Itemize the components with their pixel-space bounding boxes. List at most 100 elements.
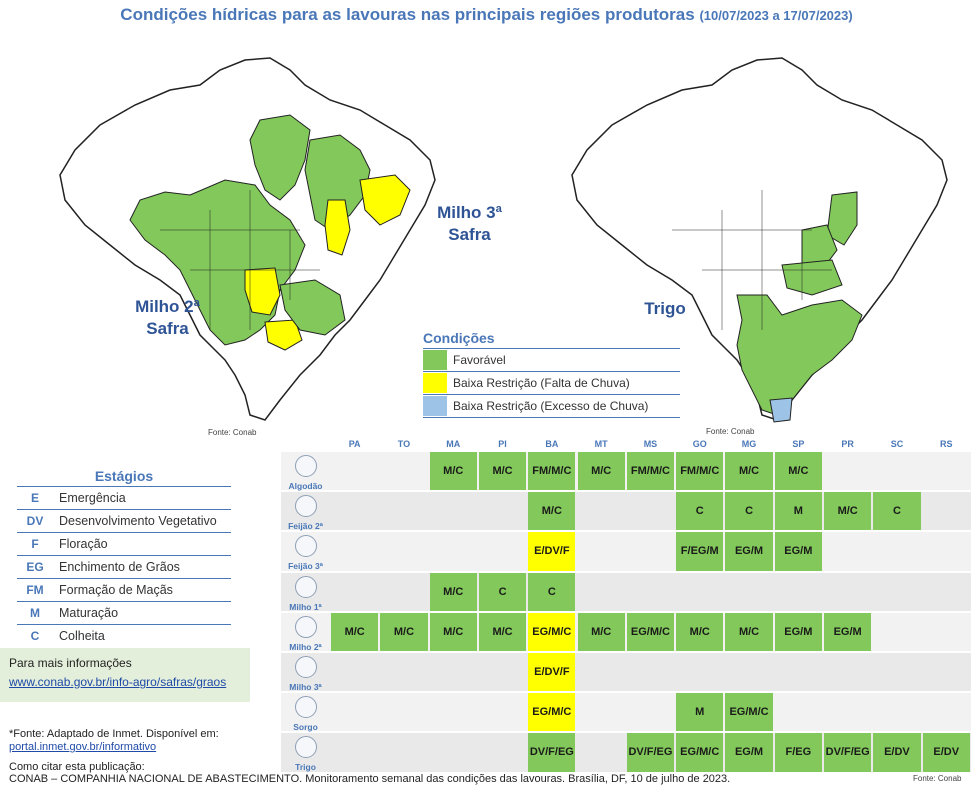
table-row <box>281 693 971 732</box>
condition-label: Favorável <box>453 353 506 367</box>
crop-label: Sorgo <box>281 693 330 733</box>
table-cell: E/DV <box>922 733 970 772</box>
table-cell: M <box>774 492 822 531</box>
table-cell: M <box>676 693 724 732</box>
state-header-sp: SP <box>792 439 805 449</box>
table-cell: M/C <box>577 452 625 491</box>
map-source-right: Fonte: Conab <box>706 427 755 436</box>
table-cell: E/DV/F <box>528 532 576 571</box>
crop-icon <box>294 535 317 558</box>
crop-label: Milho 3ª <box>281 653 330 692</box>
stage-code: M <box>30 606 40 620</box>
table-cell: M/C <box>331 612 379 651</box>
state-header-ma: MA <box>446 439 461 449</box>
info-link[interactable]: www.conab.gov.br/info-agro/safras/graos <box>9 675 227 689</box>
condition-excesso-chuva: Baixa Restrição (Excesso de Chuva) <box>423 394 680 418</box>
map-label-milho-3-line2: Safra <box>448 225 491 244</box>
crop-icon <box>294 736 317 759</box>
table-cell: FM/M/C <box>528 452 576 491</box>
stage-row: E Emergência <box>17 486 231 509</box>
table-cell: M/C <box>429 452 477 491</box>
table-cell: DV/F/EG <box>824 733 872 772</box>
state-header-pa: PA <box>348 439 361 449</box>
stage-label: Enchimento de Grãos <box>59 560 180 574</box>
stage-row: C Colheita <box>17 624 231 647</box>
map-label-milho-2-line1: Milho 2ª <box>135 297 200 316</box>
crop-label: Milho 1ª <box>281 573 330 611</box>
state-header-mg: MG <box>741 439 757 449</box>
condition-swatch-green <box>423 350 447 370</box>
info-box: Para mais informações www.conab.gov.br/i… <box>0 648 250 702</box>
crop-name: Trigo <box>295 762 316 773</box>
map-label-milho-2-line2: Safra <box>146 319 189 338</box>
citation-text: CONAB – COMPANHIA NACIONAL DE ABASTECIME… <box>9 773 731 785</box>
crop-icon <box>294 696 317 719</box>
state-header-go: GO <box>692 439 707 449</box>
table-cell: EG/M <box>824 612 872 651</box>
source-text: *Fonte: Adaptado de Inmet. Disponível em… <box>9 728 219 740</box>
table-cell: DV/F/EG <box>626 733 675 772</box>
table-cell: C <box>478 572 527 611</box>
map-label-milho-3-line1: Milho 3ª <box>437 203 502 222</box>
info-title: Para mais informações <box>9 656 132 670</box>
stage-label: Floração <box>59 537 108 551</box>
table-cell: EG/M <box>774 532 822 571</box>
citation-title: Como citar esta publicação: <box>9 761 145 773</box>
source-link[interactable]: portal.inmet.gov.br/informativo <box>9 741 157 753</box>
condition-swatch-yellow <box>423 373 447 393</box>
state-header-to: TO <box>397 439 411 449</box>
table-row <box>281 532 971 571</box>
table-cell: E/DV <box>873 733 921 772</box>
stage-code: E <box>30 491 39 505</box>
table-cell: DV/F/EG <box>528 733 576 772</box>
state-header-rs: RS <box>939 439 953 449</box>
table-cell: M/C <box>725 452 773 491</box>
map-label-milho-2: Milho 2ª Safra <box>120 296 215 340</box>
conditions-legend: Condições Favorável Baixa Restrição (Fal… <box>423 330 680 418</box>
table-cell: M/C <box>429 612 477 651</box>
stages-title: Estágios <box>94 468 154 484</box>
condition-falta-chuva: Baixa Restrição (Falta de Chuva) <box>423 371 680 394</box>
table-row <box>281 452 971 491</box>
stage-code: EG <box>26 560 44 574</box>
crop-name: Feijão 3ª <box>288 561 323 572</box>
table-cell: M/C <box>429 572 477 611</box>
table-cell: M/C <box>380 612 428 651</box>
crop-icon <box>294 656 317 678</box>
stage-label: Emergência <box>59 491 126 505</box>
table-cell: E/DV/F <box>528 653 576 692</box>
crop-label: Feijão 2ª <box>281 492 330 531</box>
table-cell: C <box>873 492 921 531</box>
crop-icon <box>294 575 317 598</box>
crop-label: Feijão 3ª <box>281 532 330 572</box>
crop-label: Trigo <box>281 733 330 773</box>
crop-name: Sorgo <box>293 722 318 733</box>
table-cell: EG/M/C <box>676 733 724 772</box>
table-cell: EG/M <box>725 532 773 571</box>
table-cell: M/C <box>676 612 724 651</box>
state-header-pi: PI <box>498 439 507 449</box>
table-cell: FM/M/C <box>676 452 724 491</box>
stage-row: M Maturação <box>17 601 231 624</box>
crop-icon <box>294 455 317 477</box>
title-dates: (10/07/2023 a 17/07/2023) <box>699 8 853 23</box>
stage-code: F <box>31 537 39 551</box>
crop-name: Algodão <box>288 481 323 491</box>
brazil-map-trigo <box>571 57 948 423</box>
table-cell: C <box>676 492 724 531</box>
state-header-pr: PR <box>841 439 854 449</box>
crop-label: Milho 2ª <box>281 613 330 651</box>
crop-icon <box>294 495 317 518</box>
table-cell: M/C <box>824 492 872 531</box>
condition-favoravel: Favorável <box>423 348 680 371</box>
table-source: Fonte: Conab <box>913 774 962 783</box>
stage-label: Maturação <box>59 606 119 620</box>
crop-icon <box>294 615 317 638</box>
table-cell: C <box>528 572 576 611</box>
crop-name: Milho 2ª <box>289 641 322 652</box>
stage-label: Desenvolvimento Vegetativo <box>59 514 217 528</box>
table-cell: FM/M/C <box>626 452 675 491</box>
condition-label: Baixa Restrição (Excesso de Chuva) <box>453 399 649 413</box>
table-row <box>281 653 971 692</box>
table-cell: M/C <box>478 452 527 491</box>
